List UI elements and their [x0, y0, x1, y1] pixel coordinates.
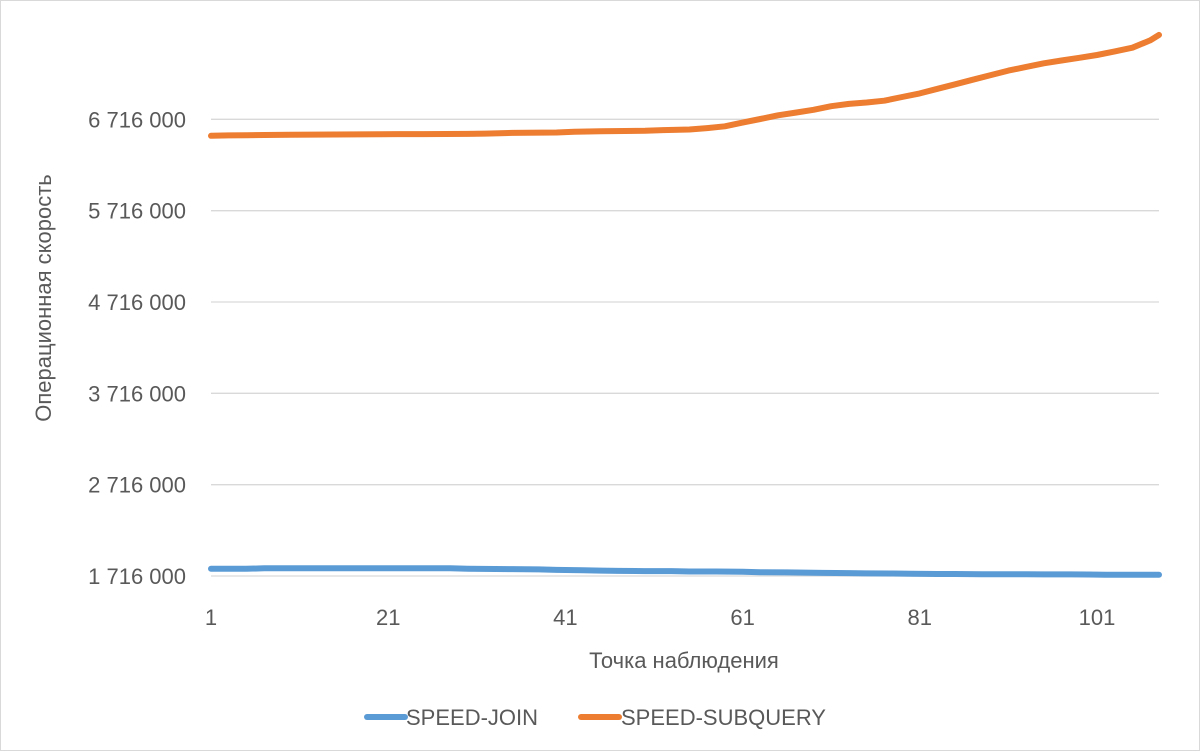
- series-line-speed-subquery: [208, 31, 1162, 139]
- y-tick-label: 6 716 000: [88, 107, 186, 132]
- legend: SPEED-JOIN SPEED-SUBQUERY: [364, 705, 826, 730]
- legend-label: SPEED-SUBQUERY: [621, 705, 826, 730]
- series-line-speed-join: [208, 565, 1162, 578]
- y-tick-label: 1 716 000: [88, 564, 186, 589]
- legend-label: SPEED-JOIN: [406, 705, 538, 730]
- x-tick-label: 61: [730, 605, 754, 630]
- x-tick-labels: 1 21 41 61 81 101: [205, 605, 1115, 630]
- y-tick-label: 4 716 000: [88, 290, 186, 315]
- y-tick-label: 2 716 000: [88, 473, 186, 498]
- y-axis-title: Операционная скорость: [31, 174, 56, 422]
- y-tick-labels: 1 716 000 2 716 000 3 716 000 4 716 000 5 71…: [88, 107, 186, 589]
- gridlines: [211, 118, 1159, 577]
- x-tick-label: 81: [908, 605, 932, 630]
- x-tick-label: 21: [376, 605, 400, 630]
- y-tick-label: 3 716 000: [88, 381, 186, 406]
- series-lines: [208, 31, 1162, 578]
- x-axis-title: Точка наблюдения: [589, 648, 779, 673]
- x-tick-label: 1: [205, 605, 217, 630]
- x-tick-label: 41: [553, 605, 577, 630]
- x-tick-label: 101: [1079, 605, 1116, 630]
- y-tick-label: 5 716 000: [88, 199, 186, 224]
